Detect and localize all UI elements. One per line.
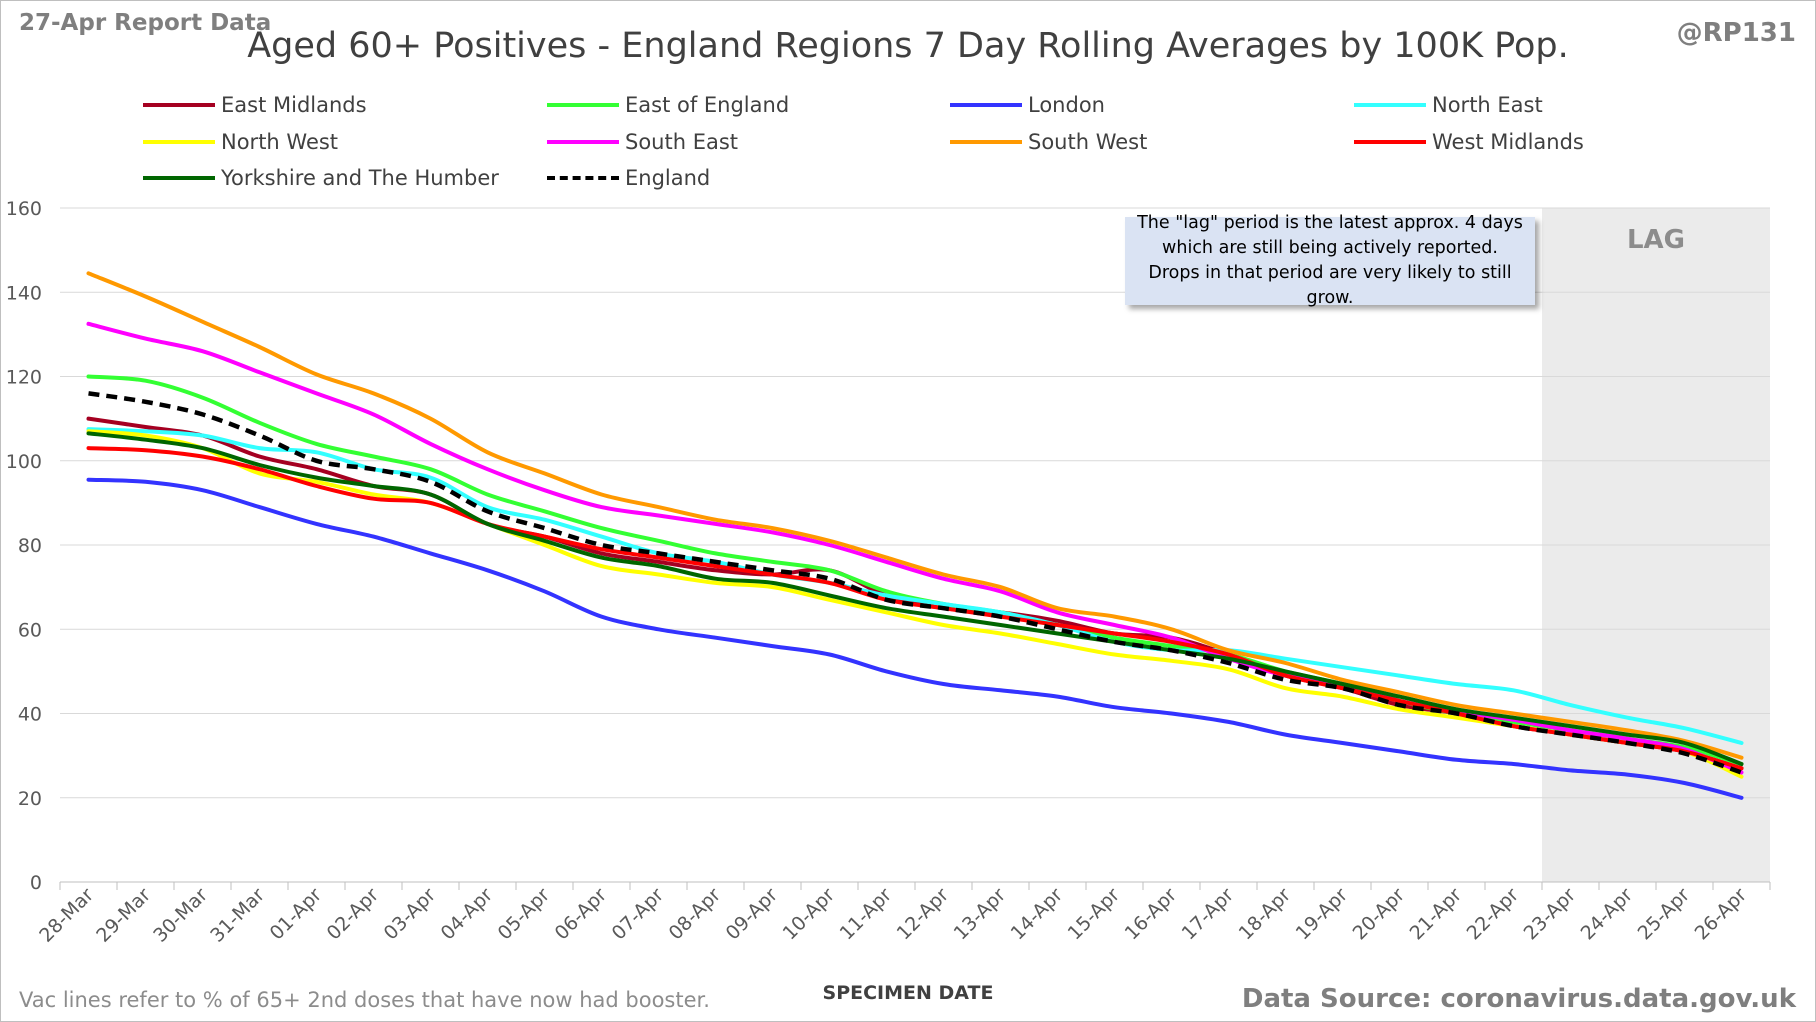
x-tick-label: 12-Apr xyxy=(893,884,954,945)
legend-item: West Midlands xyxy=(1354,127,1584,157)
x-tick-label: 24-Apr xyxy=(1577,884,1638,945)
legend-item: England xyxy=(547,163,710,193)
x-tick-label: 31-Mar xyxy=(206,884,269,947)
x-tick-label: 28-Mar xyxy=(35,884,98,947)
legend-swatch xyxy=(950,103,1022,107)
y-tick-label: 80 xyxy=(18,535,42,557)
legend-item: East Midlands xyxy=(143,90,367,120)
y-tick-label: 160 xyxy=(6,198,42,220)
legend-label: South East xyxy=(625,130,739,154)
x-tick-label: 07-Apr xyxy=(608,884,669,945)
series-line-london xyxy=(86,477,1744,800)
legend-swatch xyxy=(143,103,215,107)
y-tick-label: 120 xyxy=(6,367,42,389)
legend-item: South East xyxy=(547,127,738,157)
x-tick-label: 01-Apr xyxy=(266,884,327,945)
x-tick-label: 03-Apr xyxy=(380,884,441,945)
y-tick-label: 40 xyxy=(18,704,42,726)
author-handle: @RP131 xyxy=(1676,18,1796,48)
x-tick-label: 05-Apr xyxy=(494,884,555,945)
legend-item: Yorkshire and The Humber xyxy=(143,163,499,193)
legend-swatch xyxy=(547,176,619,180)
x-tick-label: 09-Apr xyxy=(722,884,783,945)
lag-note-box: The "lag" period is the latest approx. 4… xyxy=(1125,213,1535,308)
x-tick-label: 11-Apr xyxy=(836,884,897,945)
legend-item: North East xyxy=(1354,90,1543,120)
lag-label: LAG xyxy=(1627,225,1685,255)
x-tick-label: 23-Apr xyxy=(1520,884,1581,945)
x-tick-label: 30-Mar xyxy=(149,884,212,947)
y-tick-label: 100 xyxy=(6,451,42,473)
y-tick-label: 0 xyxy=(30,872,42,894)
vaccine-footnote: Vac lines refer to % of 65+ 2nd doses th… xyxy=(19,988,710,1012)
data-source-label: Data Source: coronavirus.data.gov.uk xyxy=(1241,984,1796,1014)
x-axis-title: SPECIMEN DATE xyxy=(822,982,994,1004)
x-tick-label: 21-Apr xyxy=(1406,884,1467,945)
x-tick-label: 26-Apr xyxy=(1691,884,1752,945)
x-tick-label: 29-Mar xyxy=(92,884,155,947)
legend-swatch xyxy=(1354,140,1426,144)
y-tick-label: 20 xyxy=(18,788,42,810)
legend-label: West Midlands xyxy=(1432,130,1584,154)
legend-swatch xyxy=(547,103,619,107)
legend-label: Yorkshire and The Humber xyxy=(221,166,499,190)
chart-title: Aged 60+ Positives - England Regions 7 D… xyxy=(247,26,1569,66)
x-tick-label: 16-Apr xyxy=(1121,884,1182,945)
legend-item: East of England xyxy=(547,90,789,120)
legend-swatch xyxy=(547,140,619,144)
x-tick-label: 15-Apr xyxy=(1064,884,1125,945)
legend-label: East Midlands xyxy=(221,93,367,117)
legend-item: London xyxy=(950,90,1105,120)
y-tick-label: 140 xyxy=(6,282,42,304)
series-line-south-west xyxy=(86,271,1744,760)
x-tick-label: 04-Apr xyxy=(437,884,498,945)
legend-label: England xyxy=(625,166,711,190)
x-tick-label: 14-Apr xyxy=(1007,884,1068,945)
legend-item: North West xyxy=(143,127,338,157)
x-tick-label: 18-Apr xyxy=(1235,884,1296,945)
legend-swatch xyxy=(143,176,215,180)
legend-label: North East xyxy=(1432,93,1543,117)
x-tick-label: 10-Apr xyxy=(779,884,840,945)
x-tick-label: 19-Apr xyxy=(1292,884,1353,945)
y-tick-label: 60 xyxy=(18,619,42,641)
legend-item: South West xyxy=(950,127,1147,157)
legend-label: London xyxy=(1028,93,1105,117)
x-tick-label: 25-Apr xyxy=(1634,884,1695,945)
x-tick-label: 22-Apr xyxy=(1463,884,1524,945)
x-tick-label: 13-Apr xyxy=(950,884,1011,945)
legend-label: South West xyxy=(1028,130,1148,154)
x-tick-label: 20-Apr xyxy=(1349,884,1410,945)
legend-swatch xyxy=(143,140,215,144)
series-line-yorkshire-and-the-humber xyxy=(86,431,1744,766)
x-tick-label: 17-Apr xyxy=(1178,884,1239,945)
x-tick-label: 06-Apr xyxy=(551,884,612,945)
series-line-england xyxy=(88,391,1743,775)
legend-label: East of England xyxy=(625,93,790,117)
series-line-south-east xyxy=(86,321,1744,775)
x-tick-label: 02-Apr xyxy=(323,884,384,945)
series-line-west-midlands xyxy=(86,446,1744,771)
series-line-north-west xyxy=(86,429,1744,779)
x-tick-label: 08-Apr xyxy=(665,884,726,945)
legend-swatch xyxy=(950,140,1022,144)
report-date-label: 27-Apr Report Data xyxy=(19,10,272,36)
legend-label: North West xyxy=(221,130,339,154)
legend-swatch xyxy=(1354,103,1426,107)
